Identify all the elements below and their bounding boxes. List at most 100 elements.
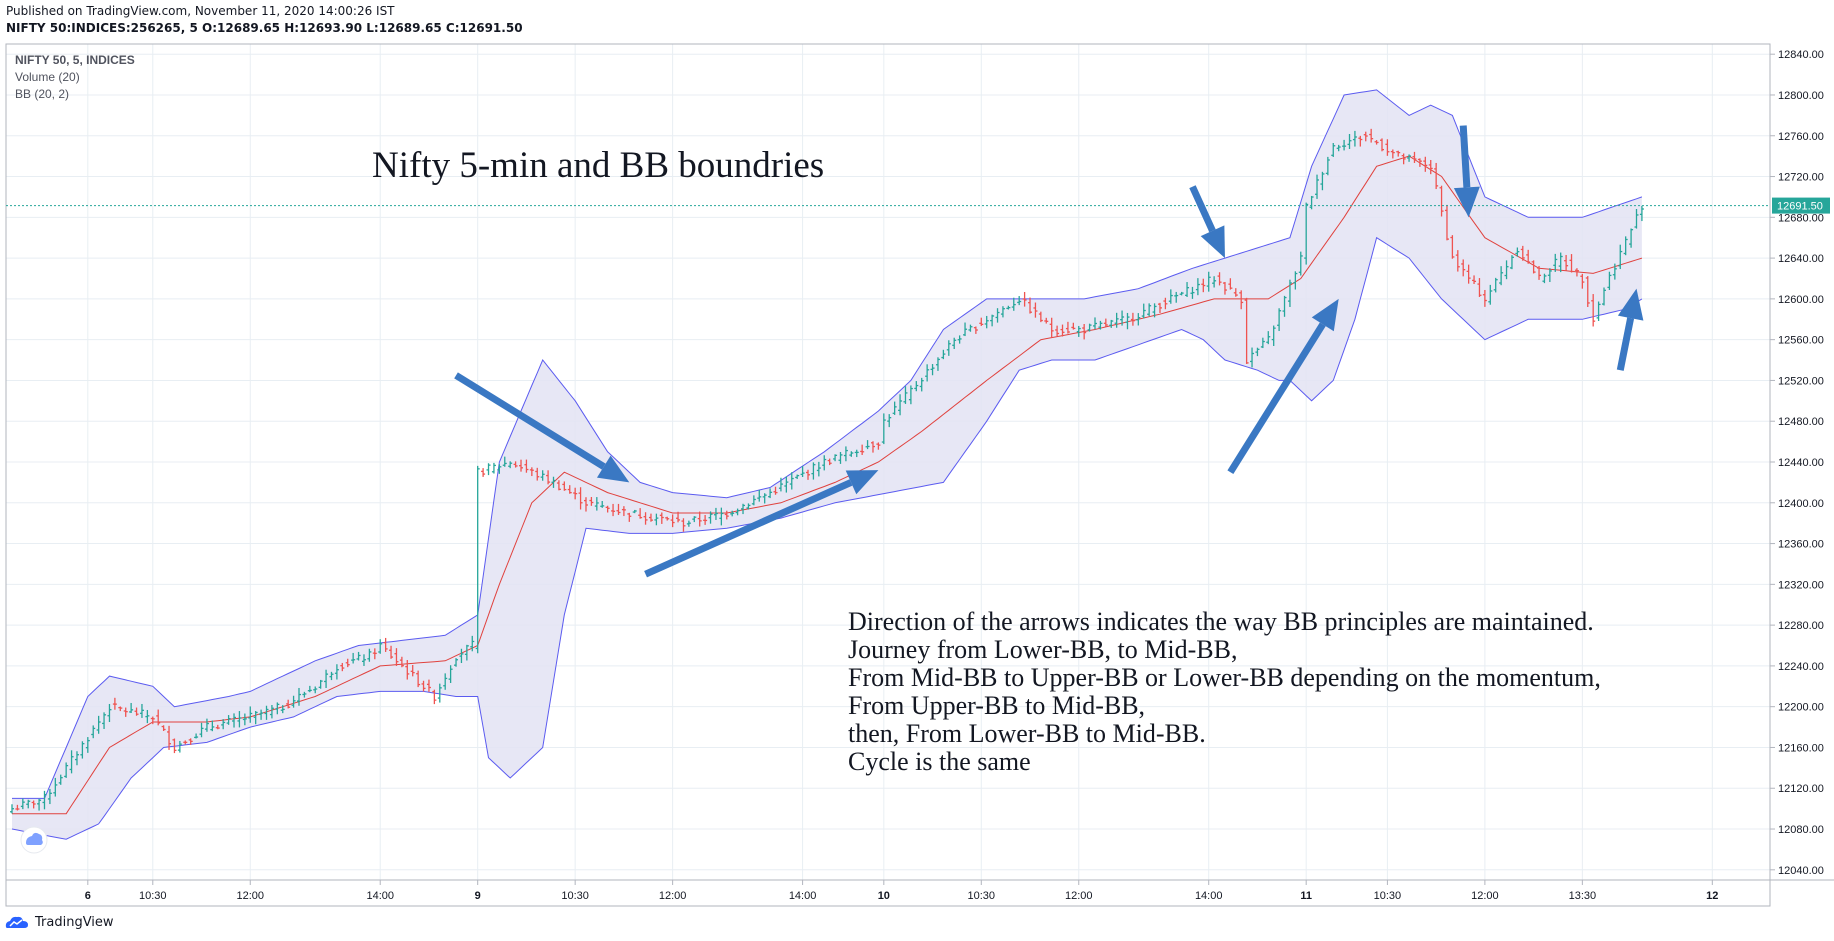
ohlc-bar xyxy=(692,516,697,523)
annotation-note-3: From Mid-BB to Upper-BB or Lower-BB depe… xyxy=(848,663,1601,692)
ohlc-bar xyxy=(1639,205,1644,222)
footer-brand[interactable]: TradingView xyxy=(4,914,114,930)
ohlc-bar xyxy=(1618,244,1623,270)
ohlc-bar xyxy=(1553,253,1558,272)
ohlc-bar xyxy=(139,703,144,718)
ohlc-bar xyxy=(1298,251,1303,276)
ohlc-bar xyxy=(313,686,318,694)
ohlc-bar xyxy=(123,707,128,717)
ohlc-bar xyxy=(665,516,670,521)
price-axis: 12840.00 12800.00 12760.00 12720.00 12680.00… xyxy=(1770,49,1824,877)
ohlc-bar xyxy=(1185,282,1190,297)
ohlc-bar xyxy=(1006,305,1011,310)
ohlc-bar xyxy=(1304,202,1309,265)
ohlc-bar xyxy=(713,507,718,520)
ohlc-bar xyxy=(286,699,291,709)
ohlc-bar xyxy=(502,456,507,467)
ohlc-bar xyxy=(1309,195,1314,210)
price-tick-label: 12760.00 xyxy=(1778,131,1824,143)
ohlc-bar xyxy=(1363,131,1368,142)
ohlc-bar xyxy=(1482,289,1487,307)
time-tick-label: 11 xyxy=(1300,890,1312,902)
ohlc-bar xyxy=(1206,271,1211,292)
ohlc-bar xyxy=(1455,250,1460,272)
ohlc-bar xyxy=(1488,284,1493,305)
ohlc-bar xyxy=(789,472,794,490)
ohlc-bar xyxy=(1634,209,1639,229)
ohlc-bar xyxy=(1239,290,1244,310)
ohlc-bar xyxy=(172,738,177,754)
ohlc-bar xyxy=(1125,312,1130,330)
ohlc-bar xyxy=(1250,347,1255,368)
price-tick-label: 12320.00 xyxy=(1778,579,1824,591)
ohlc-bar xyxy=(389,645,394,659)
ohlc-bar xyxy=(865,440,870,450)
ohlc-bar xyxy=(1065,321,1070,334)
ohlc-bar xyxy=(795,474,800,480)
ohlc-bar xyxy=(129,702,134,713)
ohlc-bar xyxy=(221,719,226,730)
ohlc-bar xyxy=(345,658,350,668)
ohlc-bar xyxy=(1287,279,1292,307)
ohlc-bar xyxy=(1336,144,1341,152)
ohlc-bar xyxy=(237,711,242,728)
ohlc-bar xyxy=(957,335,962,344)
ohlc-bar xyxy=(1342,139,1347,151)
ohlc-bar xyxy=(611,503,616,517)
ohlc-bar xyxy=(194,733,199,739)
tv-watermark-icon xyxy=(20,826,48,854)
ohlc-bar xyxy=(10,804,14,814)
ohlc-close: 12691.50 xyxy=(459,21,523,35)
ohlc-bar xyxy=(1315,174,1320,199)
ohlc-bar xyxy=(1623,236,1628,256)
time-tick-label: 13:30 xyxy=(1569,890,1597,902)
ohlc-bar xyxy=(1109,319,1114,328)
annotation-arrow xyxy=(1227,298,1339,475)
ohlc-bar xyxy=(215,724,220,730)
price-tick-label: 12080.00 xyxy=(1778,824,1824,836)
ohlc-bar xyxy=(654,513,659,526)
ohlc-bar xyxy=(1233,288,1238,297)
ohlc-bar xyxy=(827,458,832,466)
ohlc-bar xyxy=(107,703,112,723)
ohlc-bar xyxy=(475,465,480,654)
ohlc-bar xyxy=(919,377,924,392)
ohlc-bar xyxy=(1114,312,1119,328)
ohlc-bar xyxy=(1537,265,1542,280)
ohlc-bar xyxy=(632,509,637,514)
ohlc-bar xyxy=(540,470,545,481)
time-tick-label: 10:30 xyxy=(139,890,167,902)
ohlc-bar xyxy=(1379,138,1384,152)
ohlc-bar xyxy=(535,467,540,481)
ohlc-bar xyxy=(1466,264,1471,284)
ohlc-bar xyxy=(64,762,69,778)
ohlc-bar xyxy=(1130,312,1135,326)
annotation-arrows xyxy=(454,125,1644,578)
ohlc-bar xyxy=(600,500,605,508)
ohlc-bar xyxy=(746,503,751,510)
ohlc-bar xyxy=(697,511,702,527)
ohlc-bar xyxy=(546,470,551,485)
ohlc-bar xyxy=(941,349,946,360)
ohlc-bar xyxy=(486,463,491,476)
ohlc-bar xyxy=(410,665,415,677)
ohlc-bar xyxy=(1174,291,1179,303)
ohlc-bar xyxy=(1407,154,1412,162)
ohlc-bar xyxy=(394,648,399,666)
ohlc-bar xyxy=(1028,297,1033,314)
ohlc-bar xyxy=(605,505,610,513)
ohlc-bar xyxy=(448,665,453,683)
tradingview-logo-icon xyxy=(5,916,28,928)
ohlc-bar xyxy=(735,508,740,516)
ohlc-bar xyxy=(481,468,486,477)
ohlc-bar xyxy=(1358,135,1363,147)
ohlc-bar xyxy=(85,737,90,753)
ohlc-bar xyxy=(150,716,155,725)
time-tick-label: 12 xyxy=(1706,890,1718,902)
ohlc-bar xyxy=(1477,278,1482,297)
ohlc-bar xyxy=(307,685,312,693)
ohlc-bar xyxy=(491,462,496,474)
price-tick-label: 12520.00 xyxy=(1778,375,1824,387)
ohlc-bar xyxy=(583,497,588,512)
